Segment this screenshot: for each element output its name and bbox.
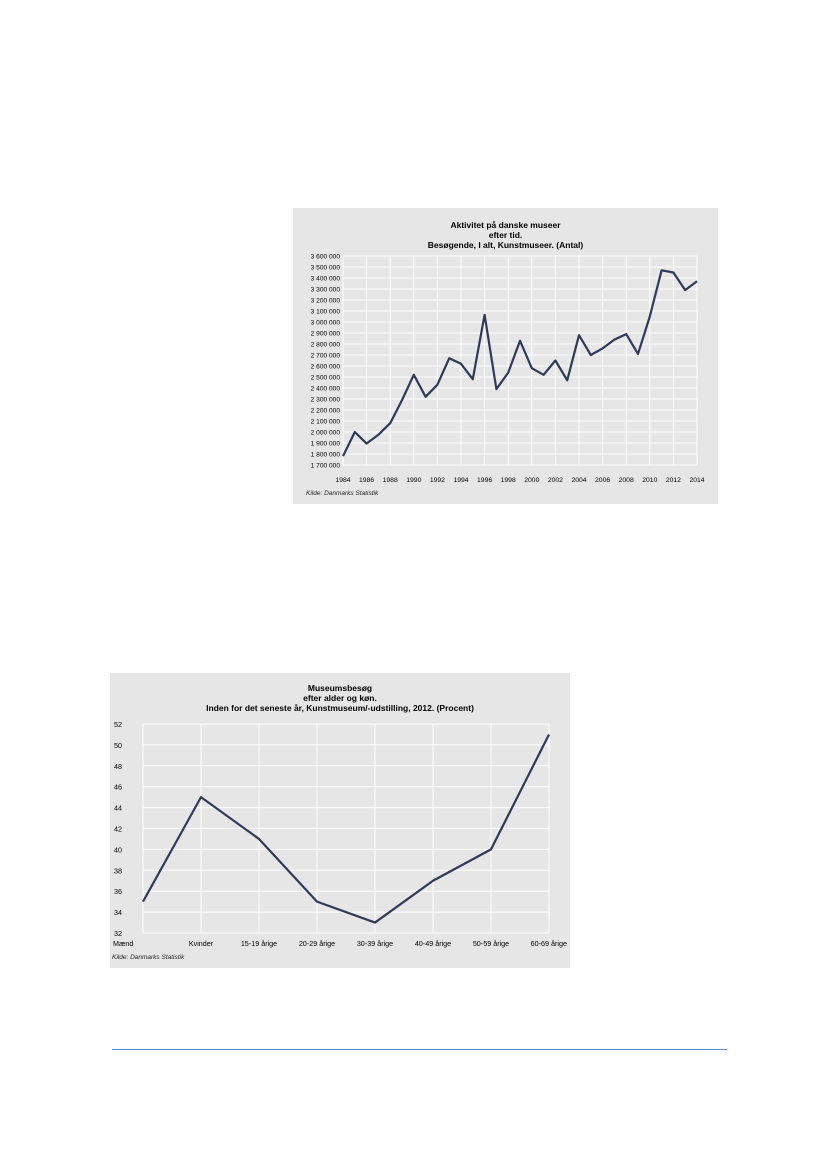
chart1-x-tick-label: 1988 [383,477,398,484]
chart1-x-tick-label: 2000 [524,477,539,484]
chart2-series-line [142,733,550,924]
chart1-y-tick-label: 3 300 000 [311,287,341,294]
chart1-series-line [342,269,698,457]
chart1-x-tick-label: 1992 [430,477,445,484]
chart1-title-line-3: Besøgende, I alt, Kunstmuseer. (Antal) [427,240,584,250]
chart1-plot: 3 600 000 3 500 000 3 400 000 3 300 000 3 20… [311,254,705,485]
chart1-x-tick-label: 2014 [689,477,704,484]
chart1-y-tick-label: 2 600 000 [311,364,341,371]
chart2-x-tick-label: 20-29 årige [299,939,335,948]
chart2-y-tick-label: 42 [114,825,122,834]
chart1-title-line-1: Aktivitet på danske museer [450,220,561,230]
chart1-y-tick-label: 2 400 000 [311,386,341,393]
chart1-x-tick-label: 1996 [477,477,492,484]
chart1-title-line-2: efter tid. [488,230,523,240]
chart2-y-tick-label: 36 [114,887,122,896]
chart1-y-tick-label: 3 100 000 [311,309,341,316]
chart2-x-tick-label: 40-49 årige [415,939,451,948]
chart1-y-tick-label: 1 700 000 [311,463,341,470]
chart1-y-tick-label: 3 600 000 [311,254,341,261]
chart1-y-tick-label: 1 900 000 [311,441,341,448]
chart1-y-tick-label: 2 500 000 [311,375,341,382]
chart2-title-line-3: Inden for det seneste år, Kunstmuseum/-u… [206,703,474,713]
chart1-y-tick-label: 3 400 000 [311,276,341,283]
chart2-source: Kilde: Danmarks Statistik [112,954,185,961]
chart1-x-tick-label: 2010 [642,477,657,484]
chart1-y-tick-label: 2 200 000 [311,408,341,415]
chart1-x-tick-label: 1986 [359,477,374,484]
chart1-x-tick-label: 2002 [548,477,563,484]
chart2-x-tick-label: 30-39 årige [357,939,393,948]
chart2-x-tick-label: Kvinder [189,939,214,948]
chart2-y-tick-label: 38 [114,866,122,875]
chart2-x-tick-label: 60-69 årige [531,939,567,948]
chart1-y-tick-label: 3 000 000 [311,320,341,327]
chart2-y-tick-label: 46 [114,783,122,792]
chart1-x-tick-label: 1984 [335,477,350,484]
chart1-x-tick-label: 1990 [406,477,421,484]
chart2-x-tick-label: 50-59 årige [473,939,509,948]
chart2-y-tick-label: 32 [114,929,122,938]
chart2-y-tick-label: 40 [114,845,122,854]
chart1-y-tick-label: 2 300 000 [311,397,341,404]
chart1-x-tick-label: 2004 [571,477,586,484]
chart1-x-tick-label: 2008 [619,477,634,484]
chart1-y-tick-label: 3 200 000 [311,298,341,305]
chart1-y-tick-label: 1 800 000 [311,452,341,459]
chart2-y-tick-label: 50 [114,741,122,750]
chart-museum-visits-over-time: Aktivitet på danske museer efter tid. Be… [293,208,718,504]
chart1-y-tick-label: 2 100 000 [311,419,341,426]
chart2-y-tick-label: 52 [114,720,122,729]
chart1-y-tick-label: 2 000 000 [311,430,341,437]
chart1-source: Kilde: Danmarks Statistik [306,490,379,497]
chart1-y-tick-label: 2 700 000 [311,353,341,360]
chart1-y-tick-label: 3 500 000 [311,265,341,272]
chart2-title-line-2: efter alder og køn. [303,693,377,703]
chart2-y-tick-label: 34 [114,908,122,917]
chart2-x-tick-label: 15-19 årige [241,939,277,948]
chart-museum-visits-by-age-gender: Museumsbesøg efter alder og køn. Inden f… [110,673,570,968]
chart2-y-tick-label: 44 [114,804,122,813]
chart1-y-tick-label: 2 800 000 [311,342,341,349]
footer-divider [112,1049,727,1050]
chart1-x-tick-label: 2012 [666,477,681,484]
chart2-x-tick-label: Mænd [113,939,133,948]
chart1-x-tick-label: 1998 [501,477,516,484]
chart1-plot-area [343,256,697,465]
chart2-title-line-1: Museumsbesøg [307,683,373,693]
chart1-x-tick-label: 1994 [453,477,468,484]
chart1-x-tick-label: 2006 [595,477,610,484]
chart1-y-tick-label: 2 900 000 [311,331,341,338]
chart2-y-tick-label: 48 [114,762,122,771]
